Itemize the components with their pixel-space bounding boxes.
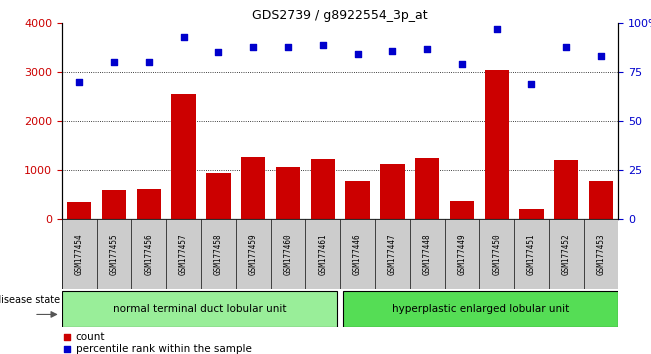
Bar <box>445 219 479 289</box>
Bar <box>67 202 91 219</box>
Bar <box>102 190 126 219</box>
Point <box>526 81 536 87</box>
Bar <box>311 159 335 219</box>
Text: GSM177454: GSM177454 <box>75 233 84 275</box>
Bar <box>166 219 201 289</box>
Bar <box>549 219 584 289</box>
Text: hyperplastic enlarged lobular unit: hyperplastic enlarged lobular unit <box>392 304 570 314</box>
Point <box>74 79 85 85</box>
Text: GSM177459: GSM177459 <box>249 233 258 275</box>
Point <box>109 59 119 65</box>
Bar <box>375 219 409 289</box>
Bar <box>171 94 196 219</box>
Point <box>561 44 572 50</box>
Bar <box>340 219 375 289</box>
Bar <box>519 209 544 219</box>
Text: GSM177451: GSM177451 <box>527 233 536 275</box>
Text: GSM177450: GSM177450 <box>492 233 501 275</box>
Point <box>213 50 223 55</box>
Text: GSM177457: GSM177457 <box>179 233 188 275</box>
Text: GSM177456: GSM177456 <box>145 233 154 275</box>
Bar <box>276 167 300 219</box>
Text: percentile rank within the sample: percentile rank within the sample <box>76 344 252 354</box>
Point <box>385 295 396 300</box>
Point <box>283 44 293 50</box>
Point <box>385 181 396 187</box>
Bar <box>514 219 549 289</box>
Bar <box>589 181 613 219</box>
Text: GSM177449: GSM177449 <box>458 233 466 275</box>
Bar <box>409 219 445 289</box>
Text: GSM177461: GSM177461 <box>318 233 327 275</box>
Bar <box>343 291 618 327</box>
Bar <box>62 219 96 289</box>
Text: count: count <box>76 332 105 342</box>
Bar <box>305 219 340 289</box>
Bar <box>380 164 404 219</box>
Point <box>457 62 467 67</box>
Point <box>422 46 432 51</box>
Point <box>492 26 502 32</box>
Bar <box>346 181 370 219</box>
Bar <box>62 291 337 327</box>
Bar <box>554 160 579 219</box>
Text: GSM177453: GSM177453 <box>596 233 605 275</box>
Point <box>387 48 398 53</box>
Text: GSM177447: GSM177447 <box>388 233 397 275</box>
Text: GSM177458: GSM177458 <box>214 233 223 275</box>
Title: GDS2739 / g8922554_3p_at: GDS2739 / g8922554_3p_at <box>253 9 428 22</box>
Text: GSM177452: GSM177452 <box>562 233 571 275</box>
Bar <box>201 219 236 289</box>
Bar <box>96 219 132 289</box>
Bar <box>484 70 509 219</box>
Point <box>248 44 258 50</box>
Text: GSM177460: GSM177460 <box>283 233 292 275</box>
Bar <box>206 173 230 219</box>
Text: GSM177455: GSM177455 <box>109 233 118 275</box>
Bar <box>236 219 271 289</box>
Point <box>144 59 154 65</box>
Bar <box>241 157 266 219</box>
Bar <box>271 219 305 289</box>
Bar <box>584 219 618 289</box>
Bar <box>137 189 161 219</box>
Text: GSM177448: GSM177448 <box>422 233 432 275</box>
Text: disease state: disease state <box>0 295 61 304</box>
Text: GSM177446: GSM177446 <box>353 233 362 275</box>
Point <box>596 53 606 59</box>
Bar <box>450 201 474 219</box>
Bar <box>415 158 439 219</box>
Text: normal terminal duct lobular unit: normal terminal duct lobular unit <box>113 304 286 314</box>
Bar <box>479 219 514 289</box>
Bar <box>132 219 166 289</box>
Point <box>318 42 328 47</box>
Point <box>178 34 189 40</box>
Point <box>352 52 363 57</box>
